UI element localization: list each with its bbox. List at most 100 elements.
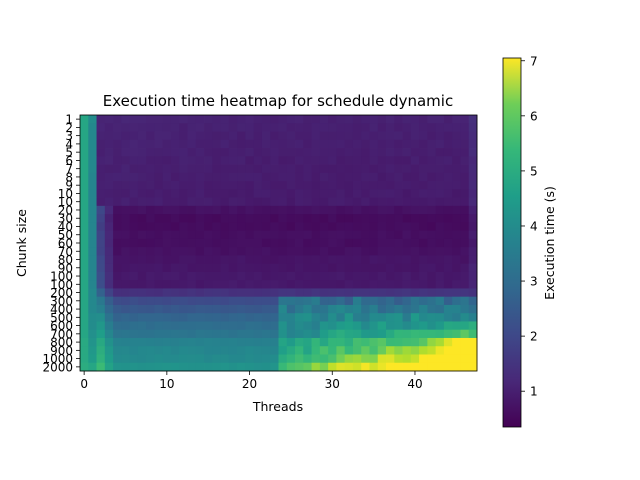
heatmap-cell xyxy=(419,362,428,372)
heatmap-cell xyxy=(170,337,180,347)
heatmap-cell xyxy=(328,296,337,306)
heatmap-cell xyxy=(170,271,180,281)
heatmap-cell xyxy=(204,123,213,132)
heatmap-cell xyxy=(137,304,147,314)
heatmap-cell xyxy=(270,247,279,256)
heatmap-cell xyxy=(352,123,362,132)
heatmap-cell xyxy=(179,296,188,306)
heatmap-cell xyxy=(162,321,172,331)
heatmap-cell xyxy=(212,205,221,215)
heatmap-cell xyxy=(278,337,288,347)
heatmap-cell xyxy=(278,288,288,298)
heatmap-cell xyxy=(278,222,288,232)
heatmap-cell xyxy=(237,263,246,273)
heatmap-cell xyxy=(195,255,205,265)
heatmap-cell xyxy=(146,148,155,157)
heatmap-cell xyxy=(319,362,329,372)
heatmap-cell xyxy=(295,123,304,132)
heatmap-cell xyxy=(344,313,354,322)
heatmap-cell xyxy=(402,115,412,124)
heatmap-cell xyxy=(377,313,387,322)
colorbar-tick-label: 4 xyxy=(530,219,538,233)
heatmap-cell xyxy=(195,354,205,364)
heatmap-cell xyxy=(96,189,106,198)
heatmap-cell xyxy=(402,280,412,289)
heatmap-cell xyxy=(443,156,453,165)
heatmap-cell xyxy=(336,181,346,190)
heatmap-cell xyxy=(278,238,288,248)
heatmap-cell xyxy=(303,263,312,273)
heatmap-cell xyxy=(137,288,147,298)
heatmap-cell xyxy=(104,115,114,124)
heatmap-cell xyxy=(286,123,296,132)
heatmap-cell xyxy=(261,230,271,240)
heatmap-cell xyxy=(452,131,461,141)
heatmap-cell xyxy=(394,271,403,281)
heatmap-cell xyxy=(311,337,321,347)
heatmap-cell xyxy=(460,139,470,149)
heatmap-cell xyxy=(427,115,437,124)
heatmap-cell xyxy=(137,189,147,198)
heatmap-cell xyxy=(154,313,164,322)
heatmap-cell xyxy=(303,362,312,372)
heatmap-cell xyxy=(377,123,387,132)
heatmap-cell xyxy=(278,164,288,174)
heatmap-cell xyxy=(386,362,395,372)
heatmap-cell xyxy=(452,354,461,364)
heatmap-cell xyxy=(295,271,304,281)
heatmap-cell xyxy=(245,205,255,215)
heatmap-cell xyxy=(170,313,180,322)
heatmap-cell xyxy=(212,123,221,132)
heatmap-cell xyxy=(154,247,164,256)
heatmap-cell xyxy=(88,346,97,355)
heatmap-cell xyxy=(386,354,395,364)
heatmap-cell xyxy=(170,321,180,331)
heatmap-cell xyxy=(295,329,304,339)
heatmap-cell xyxy=(154,123,164,132)
heatmap-cell xyxy=(361,238,370,248)
heatmap-cell xyxy=(419,164,428,174)
heatmap-cell xyxy=(460,255,470,265)
heatmap-cell xyxy=(228,156,238,165)
heatmap-cell xyxy=(369,329,379,339)
heatmap-cell xyxy=(419,214,428,223)
heatmap-cell xyxy=(270,329,279,339)
heatmap-cell xyxy=(394,123,403,132)
heatmap-cell xyxy=(154,139,164,149)
heatmap-cell xyxy=(410,123,420,132)
colorbar-tick-label: 5 xyxy=(530,164,538,178)
heatmap-cell xyxy=(146,181,155,190)
heatmap-cell xyxy=(96,329,106,339)
heatmap-cell xyxy=(129,123,139,132)
x-axis-ticks: 0 10 20 30 40 xyxy=(80,371,423,391)
heatmap-cell xyxy=(319,280,329,289)
heatmap-cell xyxy=(253,205,263,215)
heatmap-cell xyxy=(435,271,445,281)
heatmap-cell xyxy=(460,313,470,322)
heatmap-cell xyxy=(270,148,279,157)
heatmap-cell xyxy=(179,156,188,165)
heatmap-cell xyxy=(220,131,230,141)
heatmap-cell xyxy=(311,230,321,240)
heatmap-cell xyxy=(162,189,172,198)
heatmap-cell xyxy=(154,280,164,289)
heatmap-cell xyxy=(319,131,329,141)
heatmap-cell xyxy=(278,139,288,149)
heatmap-cell xyxy=(402,337,412,347)
heatmap-cell xyxy=(311,197,321,207)
heatmap-cell xyxy=(270,189,279,198)
heatmap-cell xyxy=(220,263,230,273)
heatmap-cell xyxy=(228,214,238,223)
x-tick-label: 10 xyxy=(159,377,174,391)
y-tick-label: 100 xyxy=(50,270,73,284)
heatmap-cell xyxy=(427,313,437,322)
heatmap-cell xyxy=(303,131,312,141)
heatmap-cell xyxy=(303,321,312,331)
heatmap-cell xyxy=(80,346,89,355)
heatmap-cell xyxy=(170,148,180,157)
heatmap-cell xyxy=(204,329,213,339)
heatmap-cell xyxy=(402,313,412,322)
heatmap-cell xyxy=(419,156,428,165)
heatmap-cell xyxy=(154,337,164,347)
heatmap-cell xyxy=(352,148,362,157)
